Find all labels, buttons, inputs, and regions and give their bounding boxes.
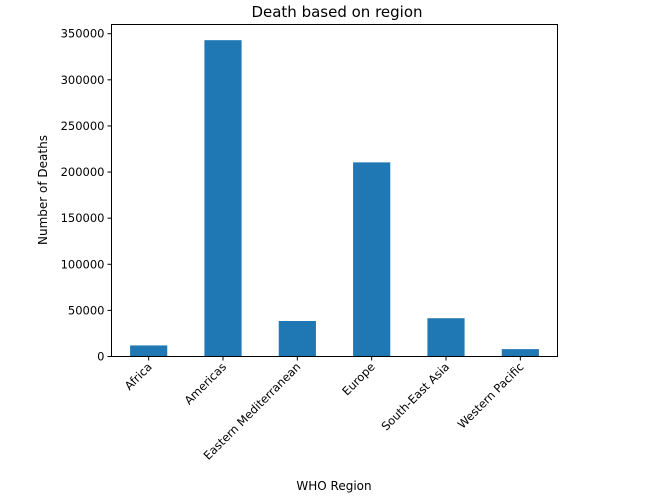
bar-eastern-mediterranean <box>278 320 316 357</box>
bar-europe <box>353 162 391 357</box>
bar-south-east-asia <box>427 318 465 357</box>
x-tick-label: Europe <box>339 360 378 399</box>
x-tick-label: Western Pacific <box>455 360 527 432</box>
x-axis-label: WHO Region <box>296 479 371 493</box>
bar-western-pacific <box>501 349 539 357</box>
y-tick-label: 350000 <box>61 27 105 41</box>
chart-title: Death based on region <box>251 3 422 21</box>
y-tick-label: 300000 <box>61 73 105 87</box>
x-tick-label: South-East Asia <box>378 360 452 434</box>
bar-africa <box>130 345 168 357</box>
y-tick-label: 200000 <box>61 165 105 179</box>
y-tick-label: 250000 <box>61 119 105 133</box>
y-axis: 0 50000 100000 150000 200000 250000 300000 3500… <box>61 27 112 364</box>
plot-frame <box>111 24 558 357</box>
bar-americas <box>204 40 242 357</box>
y-tick-label: 0 <box>97 350 104 364</box>
bars-group <box>130 40 539 357</box>
x-tick-label: Americas <box>181 360 229 408</box>
x-tick-label: Africa <box>122 360 155 393</box>
y-axis-label: Number of Deaths <box>36 135 50 245</box>
y-tick-label: 50000 <box>68 303 105 317</box>
y-tick-label: 100000 <box>61 257 105 271</box>
y-tick-label: 150000 <box>61 211 105 225</box>
